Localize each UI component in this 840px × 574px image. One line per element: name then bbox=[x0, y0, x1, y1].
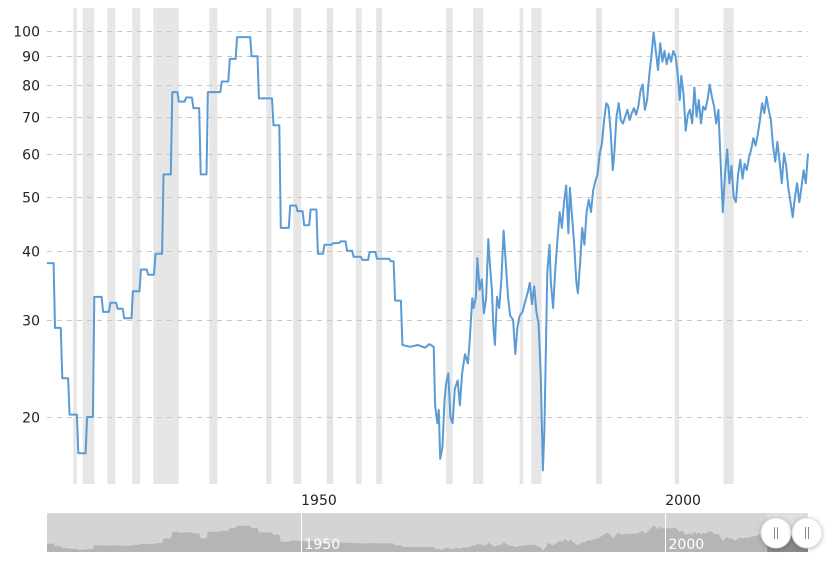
recession-band bbox=[723, 8, 734, 484]
y-tick-label: 30 bbox=[22, 314, 40, 330]
y-tick-label: 60 bbox=[22, 148, 40, 164]
y-tick-label: 50 bbox=[22, 191, 40, 207]
recession-band bbox=[73, 8, 77, 484]
recession-band bbox=[519, 8, 524, 484]
recession-band bbox=[674, 8, 680, 484]
x-axis: 1950 2000 bbox=[301, 493, 701, 509]
grid-lines bbox=[47, 31, 808, 418]
x-tick-label: 2000 bbox=[665, 493, 701, 509]
recession-band bbox=[531, 8, 542, 484]
x-tick-label: 1950 bbox=[301, 493, 337, 509]
grip-right-icon bbox=[805, 527, 809, 539]
navigator-tick-label: 2000 bbox=[669, 537, 705, 553]
recession-band bbox=[376, 8, 382, 484]
recession-band bbox=[596, 8, 602, 484]
navigator-tick-label: 1950 bbox=[305, 537, 341, 553]
y-tick-label: 20 bbox=[22, 411, 40, 427]
recession-band bbox=[107, 8, 116, 484]
recession-band bbox=[153, 8, 179, 484]
data-line bbox=[47, 31, 809, 472]
grip-left-icon bbox=[774, 527, 778, 539]
navigator[interactable]: 1950 2000 bbox=[47, 513, 823, 553]
y-tick-label: 70 bbox=[22, 111, 40, 127]
y-axis: 100 90 80 70 60 50 40 30 20 bbox=[13, 25, 40, 427]
y-tick-label: 100 bbox=[13, 25, 40, 41]
recession-band bbox=[446, 8, 453, 484]
recession-band bbox=[209, 8, 218, 484]
recession-band bbox=[82, 8, 95, 484]
recession-band bbox=[266, 8, 272, 484]
y-tick-label: 80 bbox=[22, 79, 40, 95]
recession-band bbox=[326, 8, 334, 484]
navigator-series-area bbox=[47, 525, 808, 552]
navigator-handle-right[interactable] bbox=[791, 517, 823, 549]
recession-band bbox=[473, 8, 484, 484]
recession-bands bbox=[73, 8, 734, 484]
navigator-handle-left[interactable] bbox=[760, 517, 792, 549]
recession-band bbox=[355, 8, 362, 484]
y-tick-label: 90 bbox=[22, 50, 40, 66]
recession-band bbox=[132, 8, 141, 484]
y-tick-label: 40 bbox=[22, 245, 40, 261]
series-line bbox=[47, 31, 809, 472]
recession-band bbox=[293, 8, 302, 484]
